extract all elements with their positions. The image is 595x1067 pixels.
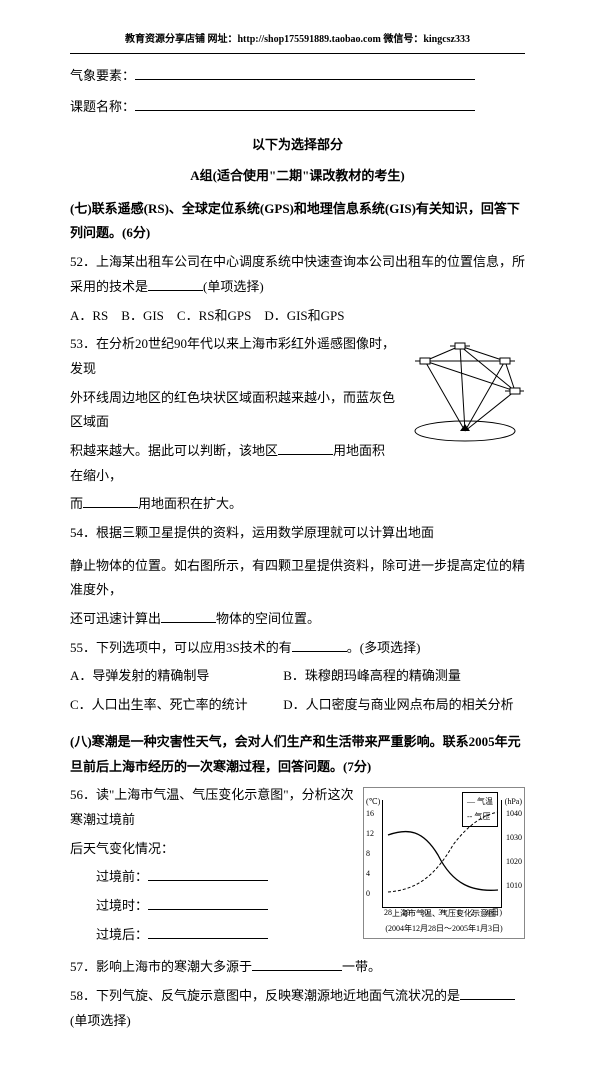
q54-l3: 还可迅速计算出 物体的空间位置。	[70, 607, 525, 632]
page-header: 教育资源分享店铺 网址：http://shop175591889.taobao.…	[70, 30, 525, 49]
q57-b: 一带。	[342, 959, 381, 974]
before-blank[interactable]	[148, 880, 268, 881]
rt0: 1040	[506, 806, 522, 821]
q55-text: 55．下列选项中，可以应用3S技术的有	[70, 640, 292, 655]
q58-a: 58．下列气旋、反气旋示意图中，反映寒潮源地近地面气流状况的是	[70, 988, 460, 1003]
chart-plot	[382, 800, 502, 908]
field-title: 课题名称：	[70, 95, 525, 120]
field-weather: 气象要素：	[70, 64, 525, 89]
q52-options: A．RS B．GIS C．RS和GPS D．GIS和GPS	[70, 304, 525, 329]
chart-svg	[383, 800, 503, 900]
q55-blank[interactable]	[292, 651, 347, 652]
q57-blank[interactable]	[252, 970, 342, 971]
rt3: 1010	[506, 878, 522, 893]
temp-pressure-chart: (℃) (hPa) 16 12 8 4 0 1040 1030 1020 101…	[363, 787, 525, 939]
title-blank[interactable]	[135, 110, 475, 111]
q55-optC: C．人口出生率、死亡率的统计	[70, 693, 280, 718]
q53-blank1[interactable]	[278, 454, 333, 455]
q57-a: 57．影响上海市的寒潮大多源于	[70, 959, 252, 974]
q53-l4b: 用地面积在扩大。	[138, 496, 242, 511]
q54-l3b: 物体的空间位置。	[216, 611, 320, 626]
q55-tail: 。(多项选择)	[347, 640, 421, 655]
section-title: 以下为选择部分	[70, 133, 525, 158]
q58-b: (单项选择)	[70, 1013, 131, 1028]
after-label: 过境后：	[96, 927, 148, 942]
q52-tail: (单项选择)	[203, 279, 264, 294]
after-blank[interactable]	[148, 938, 268, 939]
q57: 57．影响上海市的寒潮大多源于 一带。	[70, 955, 525, 980]
q53-l4: 而 用地面积在扩大。	[70, 492, 525, 517]
press-curve	[388, 812, 498, 892]
during-blank[interactable]	[148, 909, 268, 910]
caption-l2: (2004年12月28日～2005年1月3日)	[368, 921, 520, 936]
lt2: 8	[366, 846, 370, 861]
weather-label: 气象要素：	[70, 68, 135, 83]
satellite-figure	[405, 336, 525, 455]
q58-blank[interactable]	[460, 999, 515, 1000]
q53-l4a: 而	[70, 496, 83, 511]
q52: 52．上海某出租车公司在中心调度系统中快速查询本公司出租车的位置信息，所采用的技…	[70, 250, 525, 299]
during-label: 过境时：	[96, 898, 148, 913]
q53-l3a: 积越来越大。据此可以判断，该地区	[70, 443, 278, 458]
lt1: 12	[366, 826, 374, 841]
lt4: 0	[366, 886, 370, 901]
group-title: A组(适合使用"二期"课改教材的考生)	[70, 164, 525, 189]
header-divider	[70, 53, 525, 54]
chart-caption: 上海市气温、气压变化示意图 (2004年12月28日～2005年1月3日)	[368, 906, 520, 936]
satellite-svg	[405, 336, 525, 446]
lt0: 16	[366, 806, 374, 821]
q55-row1: A．导弹发射的精确制导 B．珠穆朗玛峰高程的精确测量	[70, 664, 525, 689]
q54-l1: 54．根据三颗卫星提供的资料，运用数学原理就可以计算出地面	[70, 521, 525, 546]
q58: 58．下列气旋、反气旋示意图中，反映寒潮源地近地面气流状况的是 (单项选择)	[70, 984, 525, 1033]
title-label: 课题名称：	[70, 99, 135, 114]
weather-blank[interactable]	[135, 79, 475, 80]
q53-blank2[interactable]	[83, 507, 138, 508]
q54-l2: 静止物体的位置。如右图所示，有四颗卫星提供资料，除可进一步提高定位的精准度外，	[70, 554, 525, 603]
q52-text: 52．上海某出租车公司在中心调度系统中快速查询本公司出租车的位置信息，所采用的技…	[70, 254, 525, 294]
q54-blank[interactable]	[161, 622, 216, 623]
rt2: 1020	[506, 854, 522, 869]
lt3: 4	[366, 866, 370, 881]
q54-l3a: 还可迅速计算出	[70, 611, 161, 626]
q55: 55．下列选项中，可以应用3S技术的有 。(多项选择)	[70, 636, 525, 661]
q55-optD: D．人口密度与商业网点布局的相关分析	[283, 697, 513, 712]
caption-l1: 上海市气温、气压变化示意图	[368, 906, 520, 921]
q55-optB: B．珠穆朗玛峰高程的精确测量	[283, 668, 461, 683]
q55-optA: A．导弹发射的精确制导	[70, 664, 280, 689]
before-label: 过境前：	[96, 869, 148, 884]
topic7-heading: (七)联系遥感(RS)、全球定位系统(GPS)和地理信息系统(GIS)有关知识，…	[70, 197, 525, 246]
q55-row2: C．人口出生率、死亡率的统计 D．人口密度与商业网点布局的相关分析	[70, 693, 525, 718]
topic8-heading: (八)寒潮是一种灾害性天气，会对人们生产和生活带来严重影响。联系2005年元旦前…	[70, 730, 525, 779]
q52-blank[interactable]	[148, 290, 203, 291]
rt1: 1030	[506, 830, 522, 845]
